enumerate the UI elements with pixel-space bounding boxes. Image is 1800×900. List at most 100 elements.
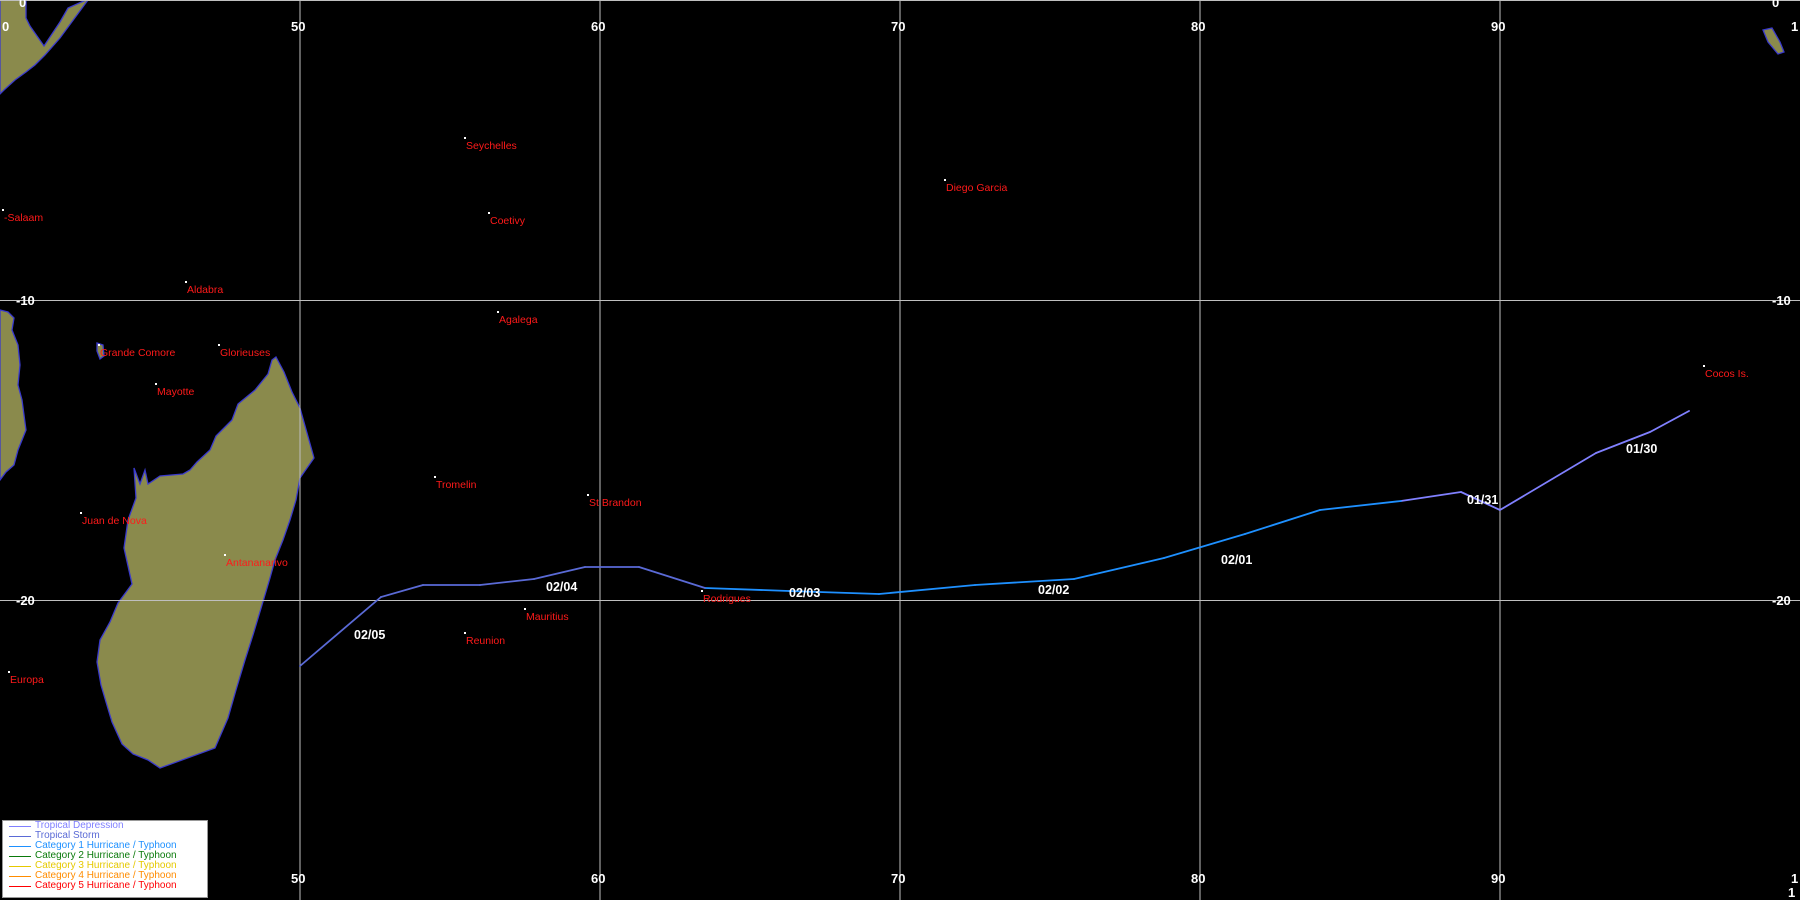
lat-tick-left-10: -10	[16, 293, 35, 308]
legend-swatch	[9, 826, 31, 827]
legend-item: Category 3 Hurricane / Typhoon	[3, 861, 207, 871]
lat-tick-left-0: 0	[19, 0, 26, 10]
track-segment	[638, 566, 706, 589]
place-label: Antananarivo	[226, 557, 288, 569]
place-marker-dot	[185, 281, 187, 283]
place-label: Cocos Is.	[1705, 368, 1749, 380]
lat-tick-right-0: 0	[1772, 0, 1779, 10]
track-date-label: 02/03	[789, 586, 820, 600]
track-segment	[1319, 500, 1402, 511]
legend-item: Tropical Storm	[3, 831, 207, 841]
track-segment	[1460, 491, 1501, 511]
legend-swatch	[9, 856, 31, 857]
lon-tick-top-70: 70	[891, 19, 905, 34]
land-africa-south	[0, 309, 27, 482]
lon-tick-bottom-80: 80	[1191, 871, 1205, 886]
track-segment	[1400, 491, 1462, 502]
place-marker-dot	[80, 512, 82, 514]
place-label: Aldabra	[187, 284, 223, 296]
lat-tick-right-10: -10	[1772, 293, 1791, 308]
lon-tick-bottom-90: 90	[1491, 871, 1505, 886]
place-marker-dot	[944, 179, 946, 181]
place-marker-dot	[1703, 365, 1705, 367]
lon-tick-top-60: 60	[591, 19, 605, 34]
track-segment	[1499, 452, 1597, 511]
track-segment	[1244, 509, 1321, 535]
land-sumatra-tip	[1762, 27, 1785, 55]
place-marker-dot	[155, 383, 157, 385]
track-segment	[380, 584, 424, 598]
track-segment	[704, 587, 790, 592]
place-label: Juan de Nova	[82, 515, 147, 527]
land-madagascar	[96, 356, 315, 769]
legend-label: Tropical Depression	[35, 820, 124, 831]
track-segment	[299, 596, 382, 667]
lon-tick-top-50: 50	[291, 19, 305, 34]
place-marker-dot	[434, 476, 436, 478]
place-marker-dot	[98, 344, 100, 346]
legend-label: Category 1 Hurricane / Typhoon	[35, 840, 177, 851]
track-segment	[788, 590, 880, 595]
track-segment	[974, 578, 1075, 586]
legend-label: Category 5 Hurricane / Typhoon	[35, 880, 177, 891]
storm-track	[299, 410, 1690, 667]
track-segment	[479, 578, 535, 586]
lon-tick-top-0: 0	[2, 19, 9, 34]
place-label: Mauritius	[526, 611, 569, 623]
lat-tick-left-20: -20	[16, 593, 35, 608]
place-label: Reunion	[466, 635, 505, 647]
place-label: Rodrigues	[703, 593, 751, 605]
legend-swatch	[9, 866, 31, 867]
place-marker-dot	[488, 212, 490, 214]
lon-tick-top-80: 80	[1191, 19, 1205, 34]
track-segment	[878, 584, 976, 595]
track-date-label: 02/04	[546, 580, 577, 594]
track-segment	[1595, 431, 1651, 454]
track-segment	[1163, 533, 1246, 559]
legend-swatch	[9, 846, 31, 847]
place-label: Grande Comore	[100, 347, 175, 359]
track-segment	[1649, 410, 1690, 433]
track-segment	[1073, 557, 1165, 580]
place-label: Agalega	[499, 314, 538, 326]
land-masses	[0, 0, 1785, 769]
lon-tick-top-100: 1	[1791, 19, 1798, 34]
place-label: Glorieuses	[220, 347, 270, 359]
lon-tick-bottom-50: 50	[291, 871, 305, 886]
track-segment	[533, 566, 586, 580]
place-marker-dot	[464, 137, 466, 139]
legend-swatch	[9, 886, 31, 887]
track-date-label: 02/02	[1038, 583, 1069, 597]
lon-tick-top-90: 90	[1491, 19, 1505, 34]
track-date-label: 01/31	[1467, 493, 1498, 507]
storm-category-legend: Tropical Depression Tropical Storm Categor…	[2, 820, 208, 898]
place-marker-dot	[464, 632, 466, 634]
place-marker-dot	[701, 590, 703, 592]
place-marker-dot	[218, 344, 220, 346]
legend-label: Tropical Storm	[35, 830, 100, 841]
place-marker-dot	[497, 311, 499, 313]
legend-item: Category 1 Hurricane / Typhoon	[3, 841, 207, 851]
place-label: Europa	[10, 674, 44, 686]
place-label: Coetivy	[490, 215, 526, 227]
land-comoros	[96, 342, 105, 361]
lon-tick-bottom-60: 60	[591, 871, 605, 886]
legend-label: Category 2 Hurricane / Typhoon	[35, 850, 177, 861]
place-label: -Salaam	[4, 212, 43, 224]
lon-tick-bottom-100: 1	[1791, 871, 1798, 886]
legend-item: Category 4 Hurricane / Typhoon	[3, 871, 207, 881]
legend-item: Tropical Depression	[3, 821, 207, 831]
legend-item: Category 2 Hurricane / Typhoon	[3, 851, 207, 861]
legend-swatch	[9, 876, 31, 877]
lat-tick-right-20: -20	[1772, 593, 1791, 608]
place-marker-dot	[224, 554, 226, 556]
track-date-label: 02/05	[354, 628, 385, 642]
place-label: Seychelles	[466, 140, 517, 152]
track-date-labels: 01/30 01/31 02/01 02/02 02/03 02/04 02/05	[354, 442, 1657, 642]
place-marker-dot	[2, 209, 4, 211]
legend-label: Category 4 Hurricane / Typhoon	[35, 870, 177, 881]
legend-item: Category 5 Hurricane / Typhoon	[3, 881, 207, 891]
track-date-label: 01/30	[1626, 442, 1657, 456]
